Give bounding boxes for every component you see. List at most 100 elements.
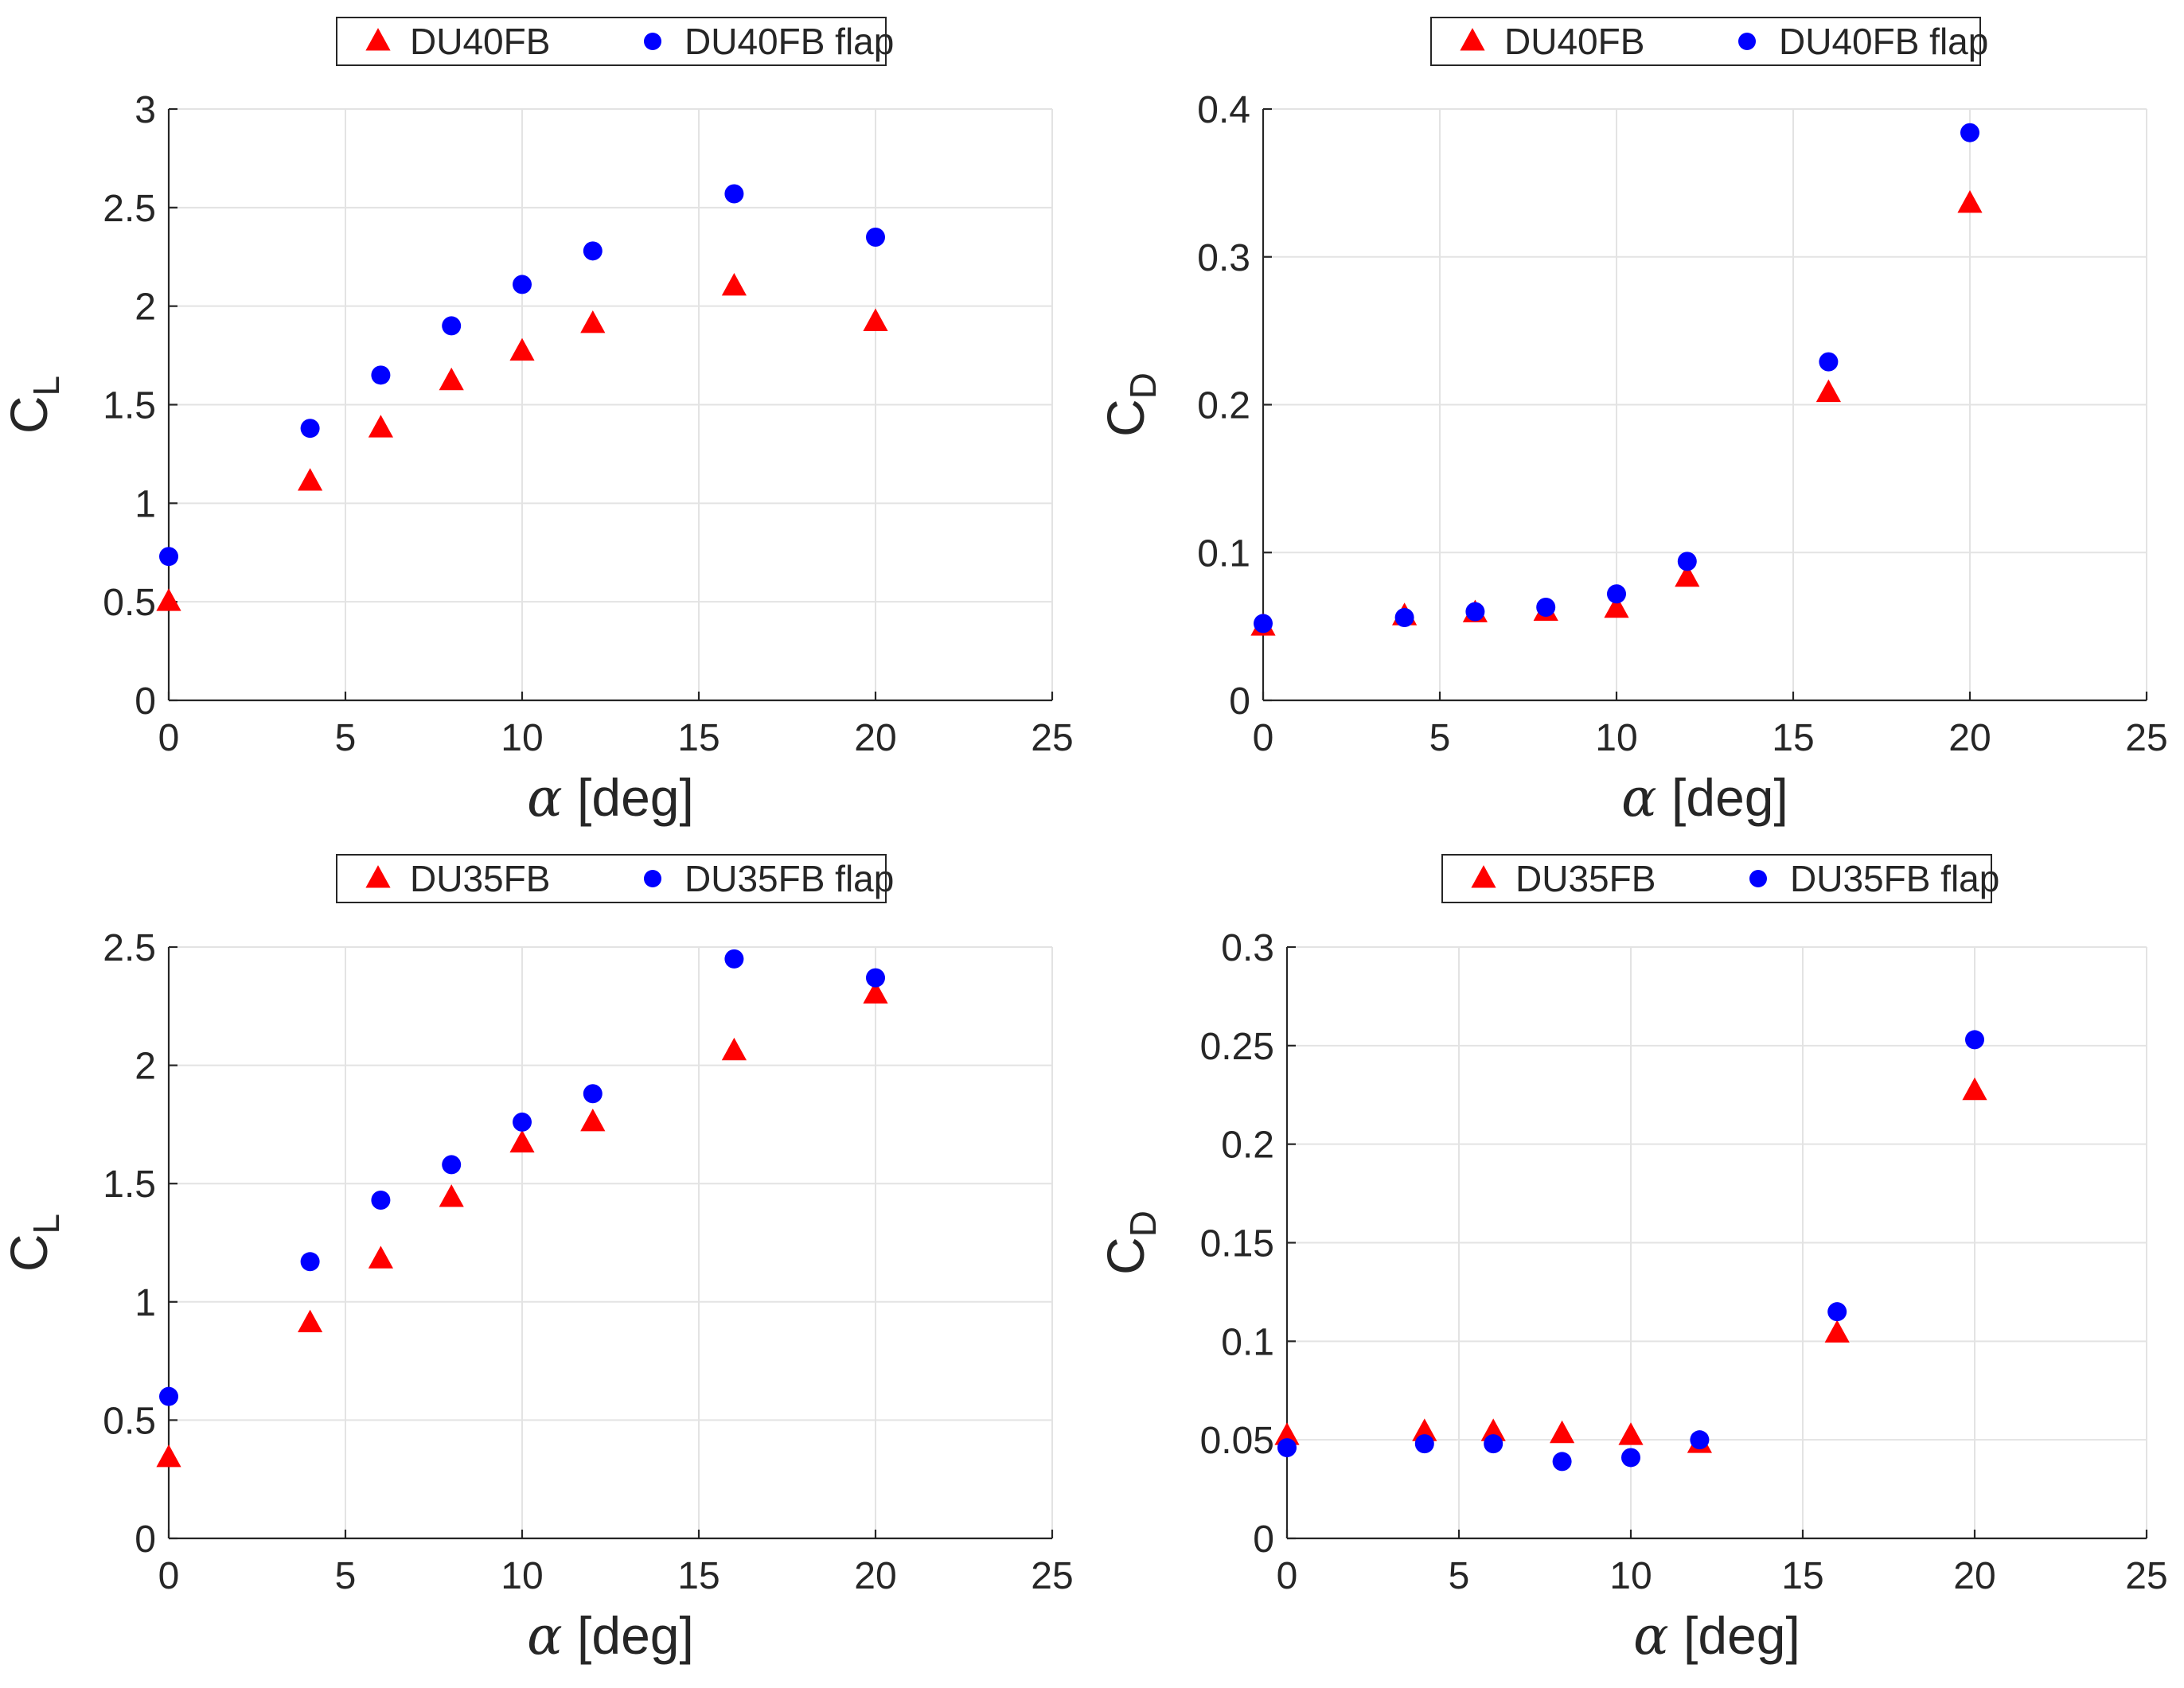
data-point xyxy=(1965,1030,1984,1050)
data-point xyxy=(371,1191,391,1210)
data-point xyxy=(1962,1077,1987,1101)
data-point xyxy=(1675,563,1700,587)
data-point xyxy=(1827,1302,1847,1322)
legend-marker xyxy=(1471,865,1496,888)
series-triangle xyxy=(156,272,888,611)
y-axis-subscript: D xyxy=(1122,372,1164,399)
x-tick-label: 0 xyxy=(158,717,180,759)
y-axis-symbol: C xyxy=(1096,1237,1155,1275)
y-axis-symbol: C xyxy=(1096,399,1155,437)
legend-marker xyxy=(1749,870,1767,887)
data-point xyxy=(509,1129,535,1153)
legend-box xyxy=(1441,854,1992,903)
data-point xyxy=(1465,602,1485,622)
x-axis-label: α [deg] xyxy=(527,767,694,828)
legend-marker xyxy=(365,865,391,888)
x-tick-label: 0 xyxy=(158,1555,180,1597)
y-tick-label: 0.05 xyxy=(1200,1420,1274,1462)
x-axis-unit: [deg] xyxy=(1657,768,1788,827)
data-point xyxy=(1414,1434,1434,1454)
data-point xyxy=(1819,352,1839,372)
y-tick-label: 0 xyxy=(1253,1518,1274,1561)
data-point xyxy=(300,1252,320,1272)
data-point xyxy=(371,365,391,385)
x-tick-label: 15 xyxy=(677,1555,720,1597)
y-axis-label: CL xyxy=(0,376,67,434)
x-tick-label: 20 xyxy=(854,1555,896,1597)
data-point xyxy=(866,227,885,247)
x-tick-label: 0 xyxy=(1277,1555,1298,1597)
x-tick-label: 20 xyxy=(1948,717,1991,759)
series-circle xyxy=(1277,1030,1984,1472)
x-tick-label: 15 xyxy=(677,717,720,759)
data-point xyxy=(1957,189,1983,213)
y-axis-symbol: C xyxy=(0,1234,58,1272)
x-tick-label: 20 xyxy=(854,717,896,759)
x-tick-label: 5 xyxy=(1429,717,1451,759)
data-point xyxy=(156,588,181,611)
x-axis-symbol: α xyxy=(527,1605,563,1667)
y-axis-label: CD xyxy=(1096,1210,1164,1275)
x-axis-unit: [deg] xyxy=(563,1606,694,1665)
x-tick-label: 25 xyxy=(2125,717,2167,759)
data-point xyxy=(724,184,744,204)
legend-label: DU35FB xyxy=(1515,858,1656,899)
data-point xyxy=(1604,595,1629,618)
data-point xyxy=(442,1155,462,1175)
x-tick-label: 25 xyxy=(2125,1555,2167,1597)
series-circle xyxy=(159,949,885,1406)
data-point xyxy=(1618,1422,1644,1445)
x-axis-label: α [deg] xyxy=(1633,1605,1800,1667)
data-point xyxy=(1960,123,1979,142)
legend-label: DU40FB xyxy=(1504,21,1644,62)
data-point xyxy=(1480,1418,1506,1441)
data-point xyxy=(583,1084,603,1104)
y-tick-label: 0 xyxy=(1229,680,1250,723)
y-tick-label: 0.15 xyxy=(1200,1223,1274,1265)
x-tick-label: 10 xyxy=(1609,1555,1652,1597)
legend-marker xyxy=(644,870,661,887)
data-point xyxy=(159,547,178,567)
x-tick-label: 10 xyxy=(501,1555,543,1597)
data-point xyxy=(439,367,464,391)
data-point xyxy=(866,968,885,988)
legend-label: DU35FB xyxy=(410,858,550,899)
data-point xyxy=(721,1037,747,1061)
x-tick-label: 10 xyxy=(1595,717,1637,759)
data-point xyxy=(159,1386,178,1406)
y-tick-label: 0.4 xyxy=(1197,89,1250,131)
data-point xyxy=(1550,1420,1575,1444)
data-point xyxy=(1607,584,1626,604)
x-tick-label: 25 xyxy=(1031,1555,1073,1597)
legend-box xyxy=(336,17,887,66)
y-axis-subscript: L xyxy=(25,376,67,396)
data-point xyxy=(1824,1320,1850,1343)
legend-marker xyxy=(644,33,661,50)
y-tick-label: 0.1 xyxy=(1221,1321,1274,1363)
data-point xyxy=(368,415,393,438)
y-tick-label: 2 xyxy=(135,287,156,329)
x-tick-label: 20 xyxy=(1953,1555,1995,1597)
x-tick-label: 15 xyxy=(1772,717,1814,759)
legend: DU35FB DU35FB flap xyxy=(1441,854,1999,903)
data-point xyxy=(1394,607,1414,627)
y-tick-label: 0.2 xyxy=(1221,1125,1274,1167)
x-tick-label: 5 xyxy=(1449,1555,1470,1597)
legend-label: DU35FB flap xyxy=(1790,858,1999,899)
y-tick-label: 0 xyxy=(135,1518,156,1561)
legend-label: DU40FB flap xyxy=(1779,21,1988,62)
data-point xyxy=(1621,1448,1640,1468)
data-point xyxy=(509,337,535,361)
x-tick-label: 25 xyxy=(1031,717,1073,759)
legend: DU40FB DU40FB flap xyxy=(336,17,894,66)
legend: DU35FB DU35FB flap xyxy=(336,854,894,903)
data-point xyxy=(580,310,606,333)
y-tick-label: 0.3 xyxy=(1221,927,1274,969)
data-point xyxy=(298,468,323,491)
data-point xyxy=(583,241,603,261)
x-axis-symbol: α xyxy=(1621,767,1657,828)
series-triangle xyxy=(156,980,888,1468)
